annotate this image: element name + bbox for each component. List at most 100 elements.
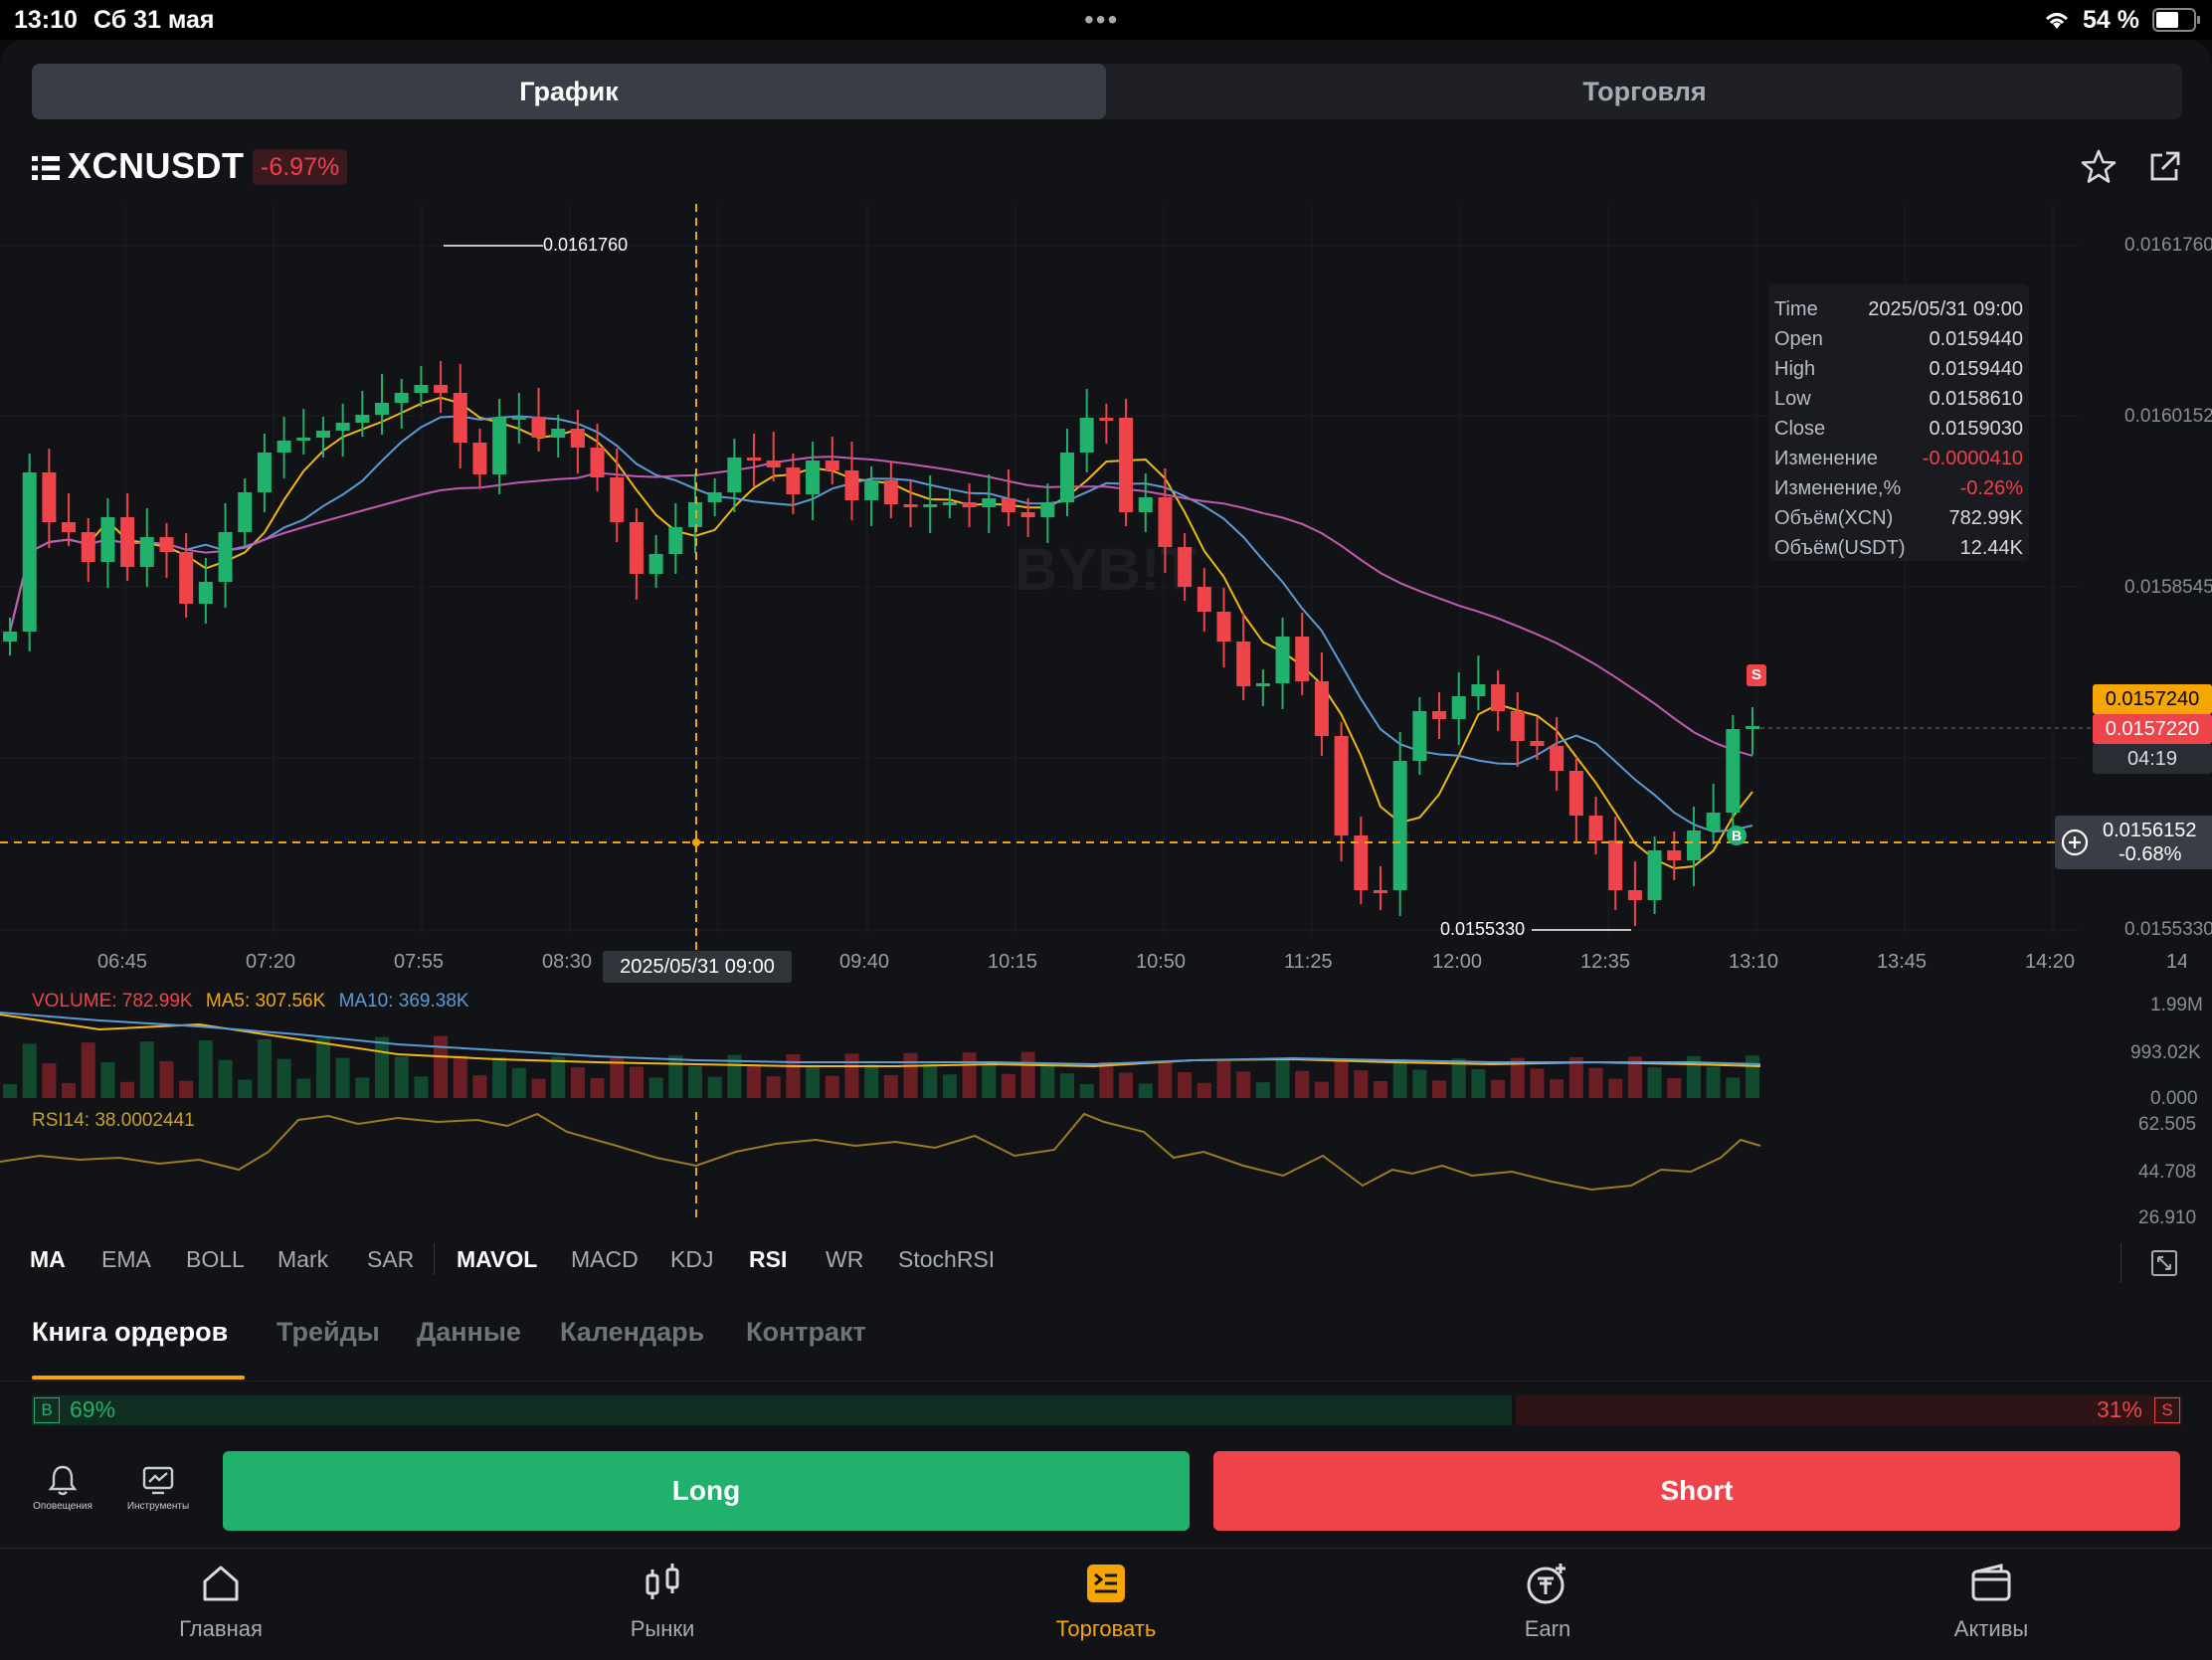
candle-body [1373,890,1387,893]
indicator-mark[interactable]: Mark [277,1246,329,1272]
candle-body [942,502,957,505]
candle-body [276,441,291,453]
ohlc-row: Изменение -0.0000410 [1774,448,2023,477]
volume-bar [982,1063,997,1098]
candle-body [1647,850,1662,900]
candle-body [218,532,233,582]
candle-body [1275,637,1290,683]
volume-bar [551,1056,566,1098]
tab-contract[interactable]: Контракт [746,1317,866,1347]
candle-body [883,480,898,504]
current-price-tag: 0.0157220 [2093,714,2212,744]
tab-order-book[interactable]: Книга ордеров [32,1317,229,1347]
long-button[interactable]: Long [223,1451,1190,1531]
candle-body [923,504,938,507]
tab-trades[interactable]: Трейды [276,1317,380,1347]
buy-marker[interactable]: B [1727,826,1747,845]
x-axis-label: 06:45 [97,951,148,973]
chart-tools-tool[interactable]: Инструменты [113,1462,203,1512]
ohlc-key: Изменение [1774,448,1878,469]
short-button[interactable]: Short [1213,1451,2180,1531]
battery-icon [2152,8,2200,32]
volume-bar [159,1060,174,1098]
sell-marker[interactable]: S [1747,664,1766,686]
volume-bar [610,1055,625,1098]
segment-chart[interactable]: График [32,64,1106,119]
volume-bar [1412,1069,1427,1098]
tabbar-assets-label: Активы [1953,1616,2029,1641]
earn-icon [1527,1564,1566,1604]
volume-bar [1001,1073,1015,1098]
bell-icon [48,1465,78,1496]
low-price-marker: 0.0155330 [1440,919,1526,939]
tabbar-earn[interactable]: Earn [1448,1562,1647,1642]
trade-icon [1087,1565,1125,1602]
fullscreen-icon[interactable] [2150,1249,2178,1277]
indicator-rsi[interactable]: RSI [749,1246,788,1272]
x-axis-label: 10:15 [988,951,1038,973]
tabbar-markets-label: Рынки [630,1616,695,1641]
symbol-menu-icon[interactable] [32,155,60,181]
tab-calendar[interactable]: Календарь [560,1317,705,1347]
y-axis-label: 0.0160152 [2124,406,2212,427]
status-date: Сб 31 мая [93,6,215,34]
candle-body [570,429,585,448]
indicator-ema[interactable]: EMA [101,1246,151,1272]
indicator-stochrsi[interactable]: StochRSI [898,1246,996,1272]
ohlc-row: Close 0.0159030 [1774,418,2023,448]
volume-bar [1627,1056,1642,1098]
alerts-label: Оповещения [33,1501,92,1512]
candle-body [1392,761,1407,890]
indicator-kdj[interactable]: KDJ [670,1246,714,1272]
candle-body [198,582,213,604]
volume-bar [335,1057,350,1098]
volume-bar [296,1078,311,1098]
crosshair-dot [692,838,700,846]
star-icon[interactable] [2079,147,2119,187]
indicator-wr[interactable]: WR [826,1246,864,1272]
rsi-y-label: 62.505 [2138,1114,2197,1135]
candle-body [257,453,272,492]
volume-bar [531,1078,546,1098]
share-icon[interactable] [2144,147,2184,187]
segment-trade[interactable]: Торговля [1582,77,1707,106]
candle-body [1334,736,1349,835]
volume-bar [1079,1084,1094,1098]
volume-y-label: 993.02K [2130,1042,2201,1063]
candles-group [3,361,1759,926]
tab-data[interactable]: Данные [417,1317,521,1347]
tabbar-home-label: Главная [179,1616,263,1641]
alerts-tool[interactable]: Оповещения [18,1462,107,1512]
add-alert-plus-icon[interactable] [2061,829,2089,856]
indicator-macd[interactable]: MACD [571,1246,639,1272]
candle-body [747,458,762,461]
indicator-mavol[interactable]: MAVOL [457,1246,538,1272]
symbol-name[interactable]: XCNUSDT [68,145,245,186]
candle-body [22,472,37,632]
tabbar-assets[interactable]: Активы [1892,1562,2091,1642]
rsi-y-label: 26.910 [2138,1207,2197,1228]
volume-bar [923,1063,938,1098]
volume-bar [1451,1058,1466,1098]
tabbar-markets[interactable]: Рынки [563,1562,762,1642]
candle-body [1099,418,1114,421]
candle-body [120,517,135,567]
candlestick-chart[interactable]: BYB!T [0,204,2212,960]
volume-bar [1255,1082,1270,1098]
indicator-boll[interactable]: BOLL [186,1246,245,1272]
indicator-ma[interactable]: MA [30,1246,66,1272]
multitask-dots-icon[interactable]: ••• [1084,4,1120,35]
indicator-sar[interactable]: SAR [367,1246,415,1272]
x-axis-label: 12:00 [1432,951,1483,973]
volume-value: VOLUME: 782.99K [32,991,193,1012]
ohlc-value: 0.0159030 [1929,418,2023,440]
tabbar-trade[interactable]: Торговать [1007,1562,1205,1642]
crosshair-price-box[interactable]: 0.0156152 -0.68% [2055,816,2212,869]
x-axis-label: 09:40 [839,951,890,973]
x-axis-label: 07:55 [394,951,445,973]
x-axis-label: 08:30 [542,951,593,973]
volume-bar [1040,1062,1055,1098]
markets-icon [645,1564,679,1599]
candle-body [1412,711,1427,761]
tabbar-home[interactable]: Главная [121,1562,320,1642]
